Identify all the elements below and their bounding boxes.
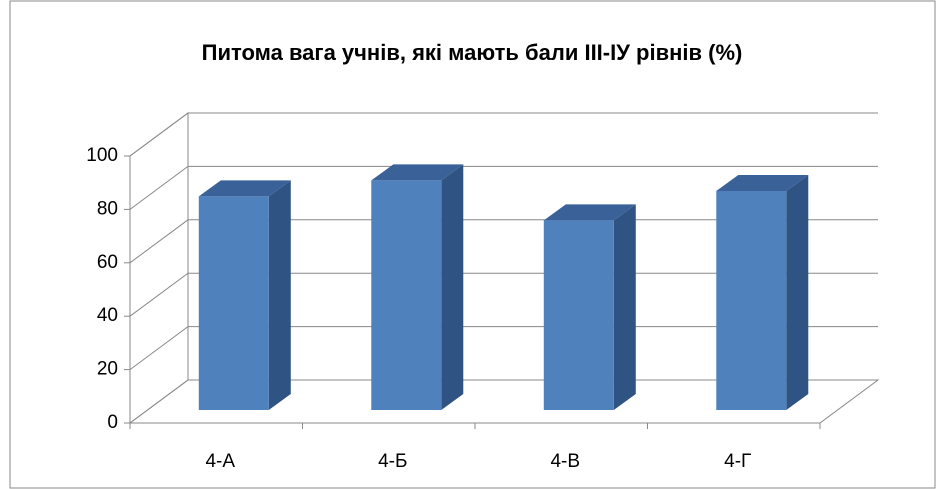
x-tick-label: 4-Б	[378, 451, 407, 472]
grid-line	[129, 272, 878, 317]
grid-line	[129, 219, 878, 264]
bar-top	[716, 175, 809, 192]
bar-side	[268, 180, 291, 410]
bar-top	[198, 180, 291, 197]
bar	[371, 164, 464, 410]
side-wall	[129, 112, 189, 423]
bar	[543, 204, 636, 410]
y-tick-label: 40	[97, 305, 118, 326]
bar-front	[716, 191, 787, 410]
y-tick-label: 20	[97, 359, 118, 380]
y-tick-label: 100	[86, 145, 118, 166]
chart-border	[9, 0, 936, 489]
grid-line	[129, 326, 878, 371]
bar-top	[371, 164, 464, 181]
bar-front	[543, 220, 614, 410]
x-tick-label: 4-Г	[724, 451, 751, 472]
bar	[716, 175, 809, 410]
grid-line	[129, 165, 878, 210]
bar-side	[613, 204, 636, 410]
chart-title: Питома вага учнів, які мають бали ІІІ-ІУ…	[202, 40, 743, 65]
bar-side	[441, 164, 464, 410]
bar-top	[543, 204, 636, 221]
y-tick-label: 0	[107, 412, 118, 433]
bar	[198, 180, 291, 410]
bar-side	[786, 175, 809, 410]
x-tick-label: 4-А	[205, 451, 235, 472]
bar-front	[198, 196, 269, 410]
y-tick-label: 80	[97, 198, 118, 219]
x-tick-label: 4-В	[550, 451, 580, 472]
bar-front	[371, 180, 442, 410]
grid-line	[129, 379, 878, 424]
y-tick-label: 60	[97, 252, 118, 273]
grid-line	[129, 112, 878, 157]
